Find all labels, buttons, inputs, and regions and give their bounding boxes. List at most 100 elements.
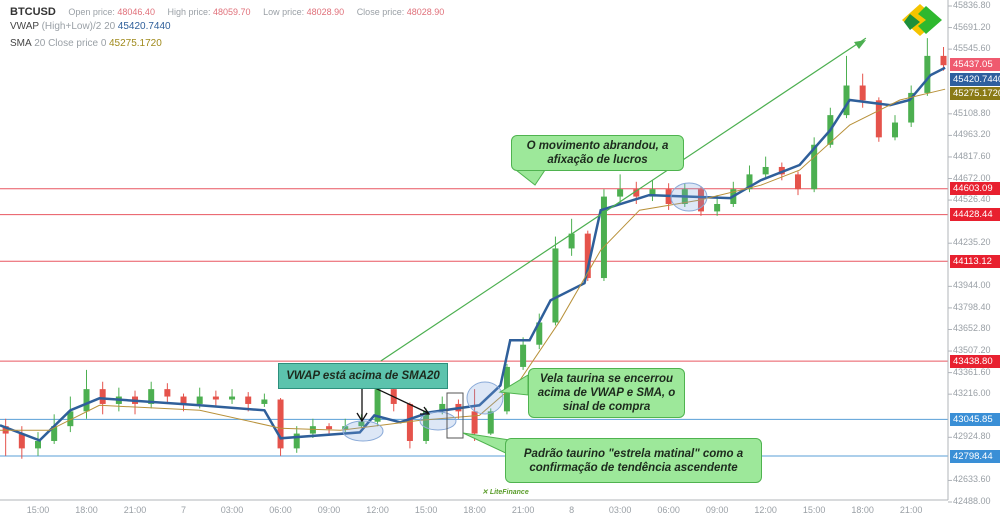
time-tick-label: 09:00 — [705, 505, 729, 515]
bullish-candle — [487, 411, 494, 434]
time-tick-label: 03:00 — [220, 505, 244, 515]
price-tick-label: 44817.60 — [953, 150, 991, 161]
bearish-candle — [633, 189, 640, 197]
bearish-candle — [584, 233, 591, 279]
bullish-candle — [261, 399, 268, 404]
bearish-candle — [99, 389, 106, 404]
highlight-ellipse — [466, 381, 504, 415]
bullish-candle — [568, 233, 575, 249]
brand-logo — [902, 4, 942, 36]
price-tick-label: 44526.40 — [953, 194, 991, 205]
bullish-candle — [342, 426, 349, 430]
bullish-candle — [892, 122, 899, 138]
time-tick-label: 7 — [181, 505, 187, 515]
annotation-arrows — [356, 387, 431, 423]
bullish-candle — [520, 344, 527, 367]
bullish-candle — [600, 196, 607, 279]
price-tick-label: 43507.20 — [953, 345, 991, 356]
price-tick-label: 45691.20 — [953, 21, 991, 32]
sma-value: 45275.1720 — [108, 38, 162, 49]
time-tick-label: 15:00 — [26, 505, 50, 515]
highlight-ellipse — [342, 420, 384, 442]
price-tick-label: 43652.80 — [953, 323, 991, 334]
vwap-legend[interactable]: VWAP (High+Low)/2 20 45420.7440 — [10, 21, 171, 32]
price-tick-label: 43361.60 — [953, 366, 991, 377]
time-tick-label: 18:00 — [463, 505, 486, 515]
morning-star-box — [446, 392, 464, 439]
bearish-candle — [794, 174, 801, 190]
time-tick-label: 12:00 — [366, 505, 389, 515]
bearish-candle — [875, 100, 882, 138]
vwap-price-label: 45420.7440 — [950, 72, 1000, 86]
price-tick-label: 43798.40 — [953, 301, 991, 312]
note-slowdown: O movimento abrandou, a afixação de lucr… — [511, 135, 684, 171]
sma-price-label: 45275.1720 — [950, 87, 1000, 100]
bearish-candle — [277, 399, 284, 449]
price-tick-label: 43944.00 — [953, 280, 991, 291]
bearish-candle — [18, 433, 25, 449]
bullish-candle — [924, 55, 931, 93]
price-tick-label: 44672.00 — [953, 172, 991, 183]
high-price: 48059.70 — [213, 7, 251, 17]
price-tick-label: 44963.20 — [953, 129, 991, 140]
sma-legend[interactable]: SMA 20 Close price 0 45275.1720 — [10, 38, 162, 49]
note-morning-star: Padrão taurino "estrela matinal" como a … — [505, 438, 762, 483]
price-tick-label: 42633.60 — [953, 474, 991, 485]
sma-line — [0, 88, 946, 431]
bullish-candle — [148, 389, 155, 404]
bearish-candle — [212, 396, 219, 400]
bullish-candle — [51, 426, 58, 441]
note-bullish-close: Vela taurina se encerrou acima de VWAP e… — [528, 368, 685, 418]
note-vwap-above: VWAP está acima de SMA20 — [278, 363, 448, 389]
vwap-value: 45420.7440 — [117, 21, 171, 32]
bearish-candle — [940, 55, 947, 66]
time-tick-label: 18:00 — [851, 505, 874, 515]
watermark-logo: ✕ LiteFinance — [482, 489, 529, 496]
time-tick-label: 18:00 — [75, 505, 98, 515]
vwap-line — [0, 66, 946, 442]
price-ticks — [948, 5, 952, 503]
resistance-level-label: 44603.09 — [950, 182, 1000, 196]
time-tick-label: 21:00 — [511, 505, 535, 515]
bullish-candle — [746, 174, 753, 190]
highlight-ellipse — [670, 182, 708, 212]
bearish-candle — [245, 396, 252, 404]
bullish-candle — [439, 403, 446, 412]
resistance-level-label: 43438.80 — [950, 354, 1000, 368]
time-tick-label: 12:00 — [754, 505, 777, 515]
bullish-candle — [843, 85, 850, 116]
bearish-candle — [859, 85, 866, 101]
bullish-candle — [762, 166, 769, 175]
bullish-candle — [293, 433, 300, 449]
bearish-candle — [164, 389, 171, 397]
time-tick-label: 09:00 — [317, 505, 341, 515]
time-tick-label: 03:00 — [608, 505, 632, 515]
highlight-ellipse — [419, 411, 457, 431]
time-tick-label: 15:00 — [414, 505, 438, 515]
bullish-candle — [423, 411, 430, 441]
price-tick-label: 45545.60 — [953, 43, 991, 54]
bullish-candle — [617, 189, 624, 197]
symbol: BTCUSD — [10, 6, 56, 18]
close-price: 48028.90 — [406, 7, 445, 17]
highlight-ellipses — [342, 182, 708, 442]
bearish-candle — [471, 411, 478, 434]
price-tick-label: 45108.80 — [953, 107, 991, 118]
resistance-level-label: 44113.12 — [950, 254, 1000, 268]
price-tick-label: 42488.00 — [953, 496, 991, 506]
trend-line — [380, 37, 867, 362]
resistance-level-label: 44428.44 — [950, 208, 1000, 222]
time-tick-label: 06:00 — [657, 505, 680, 515]
bullish-candle — [35, 440, 41, 449]
bearish-candle — [180, 396, 187, 404]
time-tick-label: 15:00 — [802, 505, 826, 515]
bullish-candle — [67, 411, 74, 427]
bearish-candle — [406, 403, 413, 441]
time-tick-label: 21:00 — [123, 505, 147, 515]
support-level-label: 42798.44 — [950, 449, 1000, 463]
symbol-legend: BTCUSD Open price: 48046.40 High price: … — [10, 6, 445, 18]
price-tick-label: 43216.00 — [953, 388, 991, 399]
bullish-candle — [536, 322, 543, 345]
low-price: 48028.90 — [306, 7, 345, 17]
